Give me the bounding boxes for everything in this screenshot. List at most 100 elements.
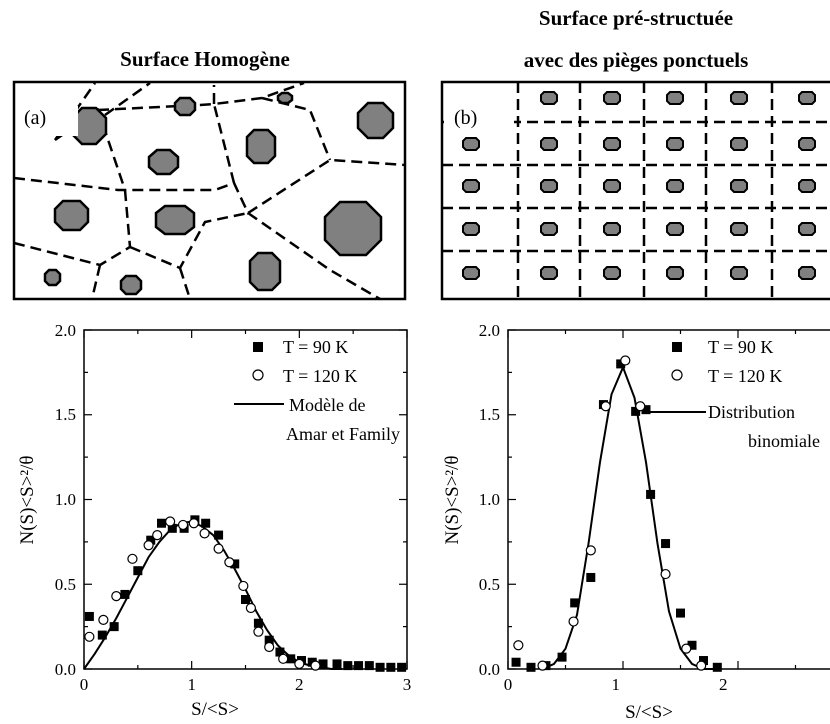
legend-circle-marker	[671, 369, 683, 381]
data-point-120k	[177, 519, 189, 531]
data-point-120k	[143, 540, 154, 551]
chart-b-curve-layer	[542, 364, 715, 670]
data-point-120k	[264, 641, 275, 653]
data-point-90k	[631, 406, 641, 416]
panel-b-title-line2: avec des pièges ponctuels	[524, 48, 749, 72]
data-point-90k	[586, 572, 596, 582]
chart-a-xlabel: S/<S>	[191, 699, 239, 720]
trap-islands	[462, 91, 816, 280]
panel-a-title: Surface Homogène	[120, 47, 290, 71]
grid-boundaries	[442, 82, 830, 299]
legend-model-line1: Modèle de	[289, 395, 365, 415]
data-point-120k	[696, 660, 707, 671]
legend-square-marker	[253, 342, 263, 352]
data-point-120k	[253, 626, 264, 637]
data-point-120k	[600, 401, 611, 412]
trap-island	[798, 266, 816, 280]
data-point-120k	[635, 401, 646, 412]
trap-island	[540, 91, 558, 105]
chart-b-xtick-0: 0	[504, 675, 513, 694]
data-point-90k	[526, 662, 536, 672]
trap-island	[666, 222, 684, 236]
island	[248, 251, 282, 292]
data-point-120k	[127, 553, 138, 564]
data-point-90k	[699, 656, 708, 666]
data-point-90k	[241, 595, 250, 605]
data-point-120k	[98, 614, 109, 625]
island	[356, 101, 395, 140]
island	[173, 96, 197, 117]
trap-island	[462, 266, 480, 280]
data-point-90k	[332, 659, 342, 669]
data-point-90k	[354, 661, 364, 671]
island	[119, 274, 143, 296]
trap-island	[462, 179, 480, 193]
trap-island	[730, 137, 748, 151]
island	[245, 128, 277, 165]
chart-b-ytick-4: 2.0	[479, 321, 500, 340]
data-point-120k	[660, 568, 671, 580]
legend-model-line2: Amar et Family	[286, 424, 400, 444]
trap-island	[798, 222, 816, 236]
data-point-120k	[188, 518, 199, 529]
data-point-120k	[310, 660, 321, 671]
trap-island	[603, 179, 621, 193]
island	[323, 200, 383, 257]
island	[53, 199, 90, 232]
data-point-90k	[214, 530, 224, 540]
legend-90k: T = 90 K	[708, 337, 773, 357]
data-point-120k	[681, 643, 692, 654]
data-point-90k	[687, 640, 697, 650]
trap-island	[730, 179, 748, 193]
chart-b-xlabel: S/<S>	[625, 702, 673, 723]
trap-island	[540, 266, 558, 280]
data-point-90k	[386, 662, 396, 672]
data-point-120k	[278, 653, 289, 664]
model-curve	[542, 364, 715, 670]
data-point-90k	[318, 659, 328, 669]
legend-120k: T = 120 K	[708, 366, 782, 386]
data-point-120k	[165, 516, 176, 527]
island	[43, 268, 62, 287]
data-point-120k	[585, 545, 596, 556]
data-point-90k	[397, 662, 407, 672]
trap-island	[603, 137, 621, 151]
chart-a-xtick-2: 2	[295, 675, 304, 694]
chart-b-ticks	[507, 329, 797, 670]
legend-square-marker	[672, 342, 682, 352]
trap-island	[666, 137, 684, 151]
chart-a-ylabel: N(S)<S>²/θ	[17, 455, 38, 544]
chart-a-ytick-0: 0.0	[55, 660, 76, 679]
data-point-90k	[511, 657, 521, 667]
islands	[43, 91, 395, 296]
data-point-120k	[199, 528, 210, 539]
data-point-90k	[97, 630, 107, 640]
legend-distribution-line2: binomiale	[748, 431, 820, 451]
trap-island	[540, 137, 558, 151]
data-point-90k	[712, 662, 722, 672]
panel-a-label: (a)	[24, 107, 46, 129]
chart-b-ytick-1: 0.5	[479, 575, 500, 594]
trap-island	[603, 266, 621, 280]
data-point-90k	[343, 661, 353, 671]
chart-b-marks-layer	[511, 355, 722, 672]
data-point-120k	[224, 557, 235, 568]
data-point-90k	[661, 539, 671, 549]
chart-a-xtick-1: 1	[187, 675, 196, 694]
data-point-90k	[676, 608, 685, 618]
trap-island	[666, 266, 684, 280]
data-point-90k	[157, 518, 167, 528]
trap-island	[730, 266, 748, 280]
data-point-120k	[568, 616, 579, 627]
panel-b-schematic: (b)	[440, 80, 830, 301]
panel-b-label-box	[444, 102, 514, 132]
chart-a-ytick-2: 1.0	[55, 490, 76, 509]
chart-b-ytick-2: 1.0	[479, 490, 500, 509]
chart-a: 0 1 2 3 0.0 0.5 1.0 1.5 2.0 S/<S> N(S)<S…	[17, 321, 411, 720]
data-point-90k	[201, 518, 211, 528]
data-point-90k	[230, 559, 240, 569]
data-point-90k	[146, 535, 156, 545]
data-point-120k	[294, 658, 305, 670]
trap-island	[730, 91, 748, 105]
